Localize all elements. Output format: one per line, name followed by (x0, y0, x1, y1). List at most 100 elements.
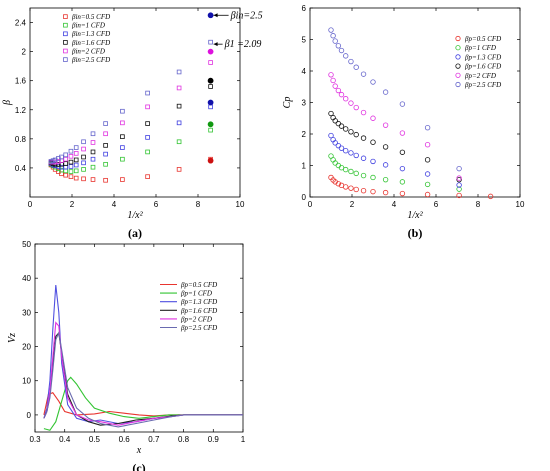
legend-swatch (63, 22, 68, 28)
arrow-head (213, 13, 218, 18)
data-point (399, 179, 406, 185)
plot-frame-3 (34, 243, 244, 433)
legend-label: βp=1 CFD (464, 44, 496, 52)
data-point (360, 172, 367, 179)
data-point (338, 47, 345, 54)
legend-label: βp=1.6 CFD (180, 307, 217, 315)
data-point (176, 69, 182, 75)
data-point (90, 177, 96, 182)
data-point (103, 121, 108, 126)
data-point (73, 175, 79, 181)
y-tick-label: 0.8 (15, 135, 27, 144)
y-tick-label: 2 (22, 48, 27, 57)
data-point (382, 162, 389, 168)
y-tick-label: 2 (302, 130, 307, 139)
data-point (353, 186, 359, 193)
data-point (330, 33, 336, 39)
data-point (208, 39, 213, 45)
data-point (338, 91, 345, 98)
data-point (332, 140, 338, 146)
data-point (63, 164, 68, 170)
y-tick-label: 3 (302, 99, 307, 108)
data-point (382, 122, 389, 128)
data-point (382, 89, 389, 95)
data-point (343, 96, 349, 102)
data-point (424, 181, 431, 188)
data-point (90, 149, 96, 155)
y-axis-label: Cp (282, 97, 293, 109)
data-point (208, 84, 213, 89)
x-tick-label: 0 (28, 200, 33, 209)
legend-label: βp=0.5 CFD (464, 35, 501, 43)
data-point (208, 127, 213, 133)
data-point (73, 151, 79, 156)
y-tick-label: 50 (22, 240, 31, 249)
data-point (73, 162, 79, 168)
data-point (370, 158, 376, 165)
x-axis-label: 1/x² (127, 210, 143, 221)
data-point (382, 176, 389, 183)
data-point (370, 174, 376, 181)
x-tick-label: 0.4 (59, 435, 71, 444)
theory-point (207, 157, 214, 164)
series-line (43, 376, 243, 431)
data-point (335, 120, 342, 127)
series-line (43, 331, 243, 426)
legend-label: βin=1 CFD (71, 22, 105, 30)
data-point (73, 145, 79, 150)
data-point (338, 145, 345, 151)
x-tick-label: 0.8 (178, 435, 190, 444)
y-tick-label: 10 (22, 377, 31, 386)
series-line (43, 321, 243, 426)
legend-swatch (455, 54, 461, 60)
data-point (120, 145, 125, 150)
data-point (81, 139, 86, 145)
data-point (56, 156, 61, 161)
data-point (176, 167, 182, 172)
legend-swatch (63, 48, 68, 54)
legend-swatch (455, 45, 461, 51)
data-point (90, 164, 96, 170)
data-point (120, 177, 125, 182)
data-point (120, 120, 125, 126)
data-point (103, 131, 108, 137)
y-tick-label: 0 (27, 411, 32, 420)
data-point (103, 177, 108, 183)
theory-point (207, 48, 214, 55)
x-tick-label: 2 (70, 200, 75, 209)
data-point (370, 188, 376, 195)
legend-label: βp=2.5 CFD (464, 81, 501, 89)
data-point (63, 152, 68, 158)
legend-label: βin=0.5 CFD (71, 13, 110, 21)
legend-label: βin=1.3 CFD (71, 30, 110, 38)
legend-swatch (455, 35, 461, 42)
legend-label: βp=2 CFD (464, 72, 496, 80)
y-tick-label: 1.6 (15, 77, 27, 86)
x-tick-label: 0.3 (29, 435, 41, 444)
data-point (332, 118, 338, 124)
data-point (353, 152, 359, 159)
y-axis-label: Vz (7, 333, 18, 343)
annotation-text: β1 =2.09 (224, 39, 262, 50)
data-point (348, 129, 354, 135)
data-point (399, 165, 406, 172)
data-point (330, 77, 336, 84)
plot-frame-1 (29, 7, 241, 198)
data-point (360, 109, 367, 116)
data-point (328, 110, 334, 117)
x-tick-label: 0.9 (208, 435, 220, 444)
data-point (335, 181, 342, 187)
data-point (360, 135, 367, 141)
data-point (360, 187, 367, 194)
data-point (176, 85, 182, 91)
x-tick-label: 0.5 (89, 435, 101, 444)
data-point (424, 191, 431, 198)
legend-label: βin=1.6 CFD (71, 39, 110, 47)
legend-label: βp=1 CFD (180, 290, 212, 298)
x-tick-label: 0.7 (148, 435, 160, 444)
legend-label: βp=2.5 CFD (180, 324, 217, 332)
data-point (73, 168, 79, 174)
data-point (399, 149, 406, 155)
data-point (63, 156, 68, 162)
